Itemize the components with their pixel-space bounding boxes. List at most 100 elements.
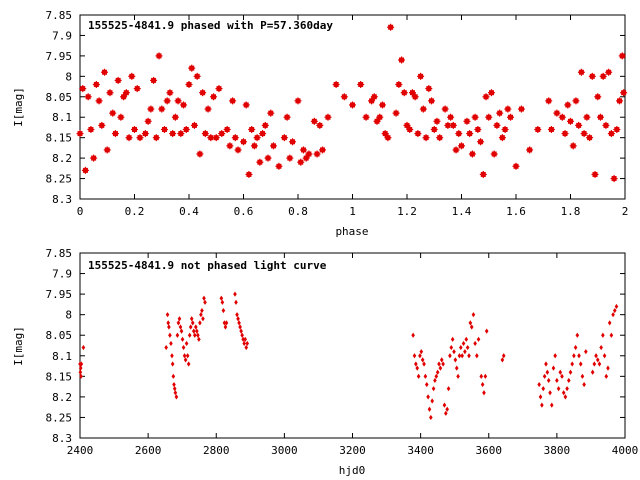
unphased-data-point	[446, 386, 451, 392]
unphased-data-point	[189, 316, 194, 322]
phased-data-point	[256, 158, 264, 166]
unphased-plot-ylabel: I[mag]	[12, 326, 25, 366]
unphased-xtick-label: 3200	[339, 444, 366, 457]
unphased-data-point	[482, 390, 486, 396]
phased-data-point	[267, 109, 275, 117]
unphased-data-point	[556, 386, 561, 392]
unphased-data-point	[461, 340, 466, 347]
phased-data-point	[618, 52, 626, 60]
unphased-data-point	[201, 316, 205, 322]
phased-xtick-label: 1.6	[506, 205, 526, 218]
unphased-data-point	[439, 357, 444, 363]
unphased-data-point	[188, 324, 193, 330]
phased-data-point	[425, 85, 433, 93]
phased-xtick-label: 1.2	[397, 205, 417, 218]
phased-data-point	[362, 113, 370, 121]
phased-data-point	[166, 89, 174, 97]
phased-data-point	[594, 93, 602, 101]
unphased-data-point	[471, 312, 476, 318]
phased-data-point	[294, 97, 302, 105]
unphased-data-point	[594, 353, 598, 359]
phased-data-point	[193, 72, 201, 80]
unphased-data-point	[480, 381, 485, 388]
phased-data-point	[286, 154, 294, 162]
phased-data-point	[90, 154, 98, 162]
phased-data-point	[269, 142, 277, 150]
unphased-data-point	[549, 402, 554, 408]
phased-data-point	[245, 170, 253, 178]
unphased-data-point	[454, 365, 459, 371]
unphased-data-point	[475, 353, 479, 359]
phased-data-point	[190, 121, 198, 129]
unphased-data-point	[426, 394, 430, 400]
unphased-data-point	[197, 336, 201, 342]
phased-data-point	[485, 113, 493, 121]
unphased-data-point	[553, 353, 557, 359]
unphased-data-point	[202, 295, 206, 301]
unphased-data-point	[182, 353, 187, 359]
unphased-data-point	[582, 381, 586, 388]
unphased-data-point	[607, 320, 612, 326]
unphased-data-point	[78, 365, 83, 371]
phased-data-point	[114, 76, 122, 84]
phased-data-point	[122, 89, 130, 97]
unphased-data-point	[200, 307, 204, 314]
phased-data-point	[477, 138, 485, 146]
unphased-data-point	[79, 361, 84, 367]
phased-data-point	[496, 109, 504, 117]
phased-data-point	[381, 130, 389, 138]
phased-data-point	[433, 117, 441, 125]
phased-data-point	[81, 166, 89, 174]
unphased-data-point	[434, 373, 439, 379]
unphased-data-point	[563, 394, 568, 400]
phased-data-point	[620, 89, 628, 97]
unphased-xtick-label: 4000	[612, 444, 639, 457]
phased-data-point	[218, 130, 226, 138]
unphased-data-point	[464, 336, 469, 342]
phased-xtick-label: 1.8	[561, 205, 581, 218]
phased-ytick-label: 8	[65, 70, 72, 83]
unphased-data-point	[465, 344, 470, 351]
unphased-data-point	[423, 373, 428, 379]
unphased-xtick-label: 2800	[203, 444, 230, 457]
phased-data-point	[596, 113, 604, 121]
unphased-data-point	[243, 336, 248, 342]
phased-data-point	[417, 72, 425, 80]
phased-plot-points	[76, 23, 628, 183]
unphased-ytick-label: 8.25	[46, 411, 73, 424]
phased-data-point	[103, 146, 111, 154]
phased-data-point	[283, 113, 291, 121]
unphased-data-point	[224, 320, 229, 326]
unphased-data-point	[180, 336, 185, 342]
phased-data-point	[136, 134, 144, 142]
phased-data-point	[455, 130, 463, 138]
phased-data-point	[422, 134, 430, 142]
unphased-data-point	[575, 332, 580, 338]
phased-data-point	[158, 105, 166, 113]
phased-data-point	[586, 134, 594, 142]
unphased-data-point	[538, 394, 543, 400]
phased-data-point	[250, 142, 258, 150]
unphased-data-point	[242, 340, 246, 347]
unphased-data-point	[565, 386, 569, 392]
phased-data-point	[572, 97, 580, 105]
unphased-ytick-label: 8.2	[52, 391, 72, 404]
unphased-data-point	[438, 365, 443, 371]
unphased-xtick-label: 2400	[67, 444, 94, 457]
phased-data-point	[507, 113, 515, 121]
unphased-data-point	[570, 361, 575, 367]
unphased-data-point	[448, 353, 452, 359]
unphased-data-point	[245, 340, 250, 347]
phased-data-point	[583, 113, 591, 121]
phased-data-point	[242, 101, 250, 109]
unphased-xtick-label: 3600	[476, 444, 503, 457]
unphased-data-point	[237, 320, 241, 326]
phased-data-point	[289, 138, 297, 146]
phased-data-point	[463, 117, 471, 125]
unphased-data-point	[606, 365, 610, 371]
phased-data-point	[106, 89, 114, 97]
phased-data-point	[109, 109, 117, 117]
unphased-data-point	[545, 369, 550, 375]
unphased-data-point	[430, 398, 435, 404]
